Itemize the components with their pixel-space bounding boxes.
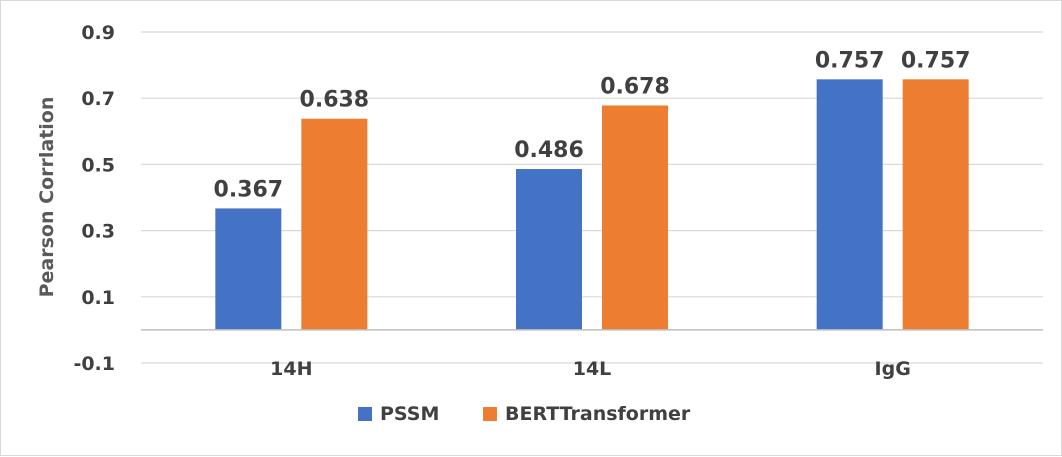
y-tick-label: 0.1 xyxy=(81,287,115,309)
legend-swatch-berttransformer xyxy=(483,407,497,421)
bars xyxy=(215,79,969,330)
data-label: 0.367 xyxy=(214,177,284,202)
y-axis-title: Pearson Corrlation xyxy=(36,97,58,298)
data-label: 0.678 xyxy=(600,74,670,99)
bar-berttransformer-14l xyxy=(602,105,668,330)
bar-pssm-14l xyxy=(516,169,582,330)
y-tick-label: 0.3 xyxy=(81,221,115,243)
data-label: 0.486 xyxy=(514,138,584,163)
legend-label: BERTTransformer xyxy=(505,403,691,425)
bar-pssm-igg xyxy=(816,79,883,330)
bar-pssm-14h xyxy=(215,208,282,330)
y-tick-label: 0.7 xyxy=(81,88,115,110)
data-label: 0.757 xyxy=(901,48,971,73)
x-tick-label: 14H xyxy=(270,358,312,380)
y-tick-label: 0.9 xyxy=(81,22,115,44)
axes: -0.1 0.1 0.3 0.5 0.7 0.9 14H 14L IgG xyxy=(73,22,1043,380)
legend-label: PSSM xyxy=(380,403,439,425)
data-label: 0.638 xyxy=(300,88,370,113)
y-tick-label: 0.5 xyxy=(81,154,115,176)
bar-berttransformer-igg xyxy=(902,79,969,330)
data-label: 0.757 xyxy=(815,48,885,73)
legend: PSSM BERTTransformer xyxy=(358,403,691,425)
bar-berttransformer-14h xyxy=(301,118,368,330)
x-tick-label: 14L xyxy=(573,358,612,380)
data-labels: 0.367 0.638 0.486 0.678 0.757 0.757 xyxy=(214,48,971,202)
gridlines xyxy=(141,31,1043,364)
legend-swatch-pssm xyxy=(358,407,372,421)
x-tick-label: IgG xyxy=(875,358,911,380)
y-tick-label: -0.1 xyxy=(73,353,115,375)
